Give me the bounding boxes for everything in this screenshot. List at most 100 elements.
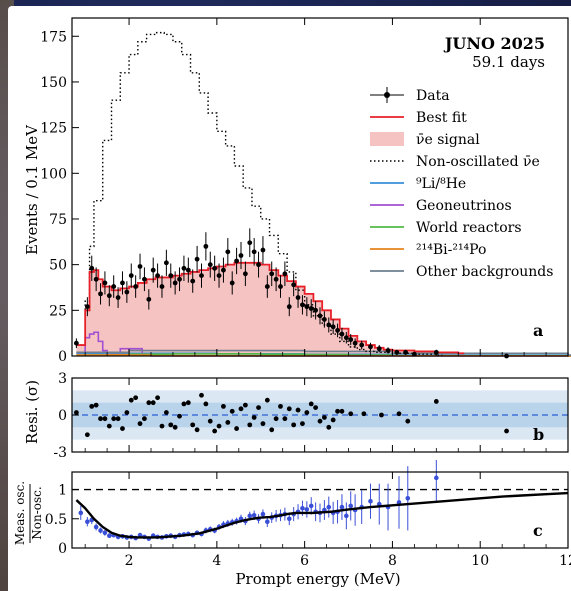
data-point <box>286 304 292 310</box>
panel-a-ytick-label: 175 <box>40 29 67 45</box>
panel-c-ytick-label: 0.5 <box>45 512 67 528</box>
legend: Data Best fit ν̄e signal Non-oscillated ν̄e… <box>370 87 553 280</box>
residual-point <box>89 403 95 409</box>
ratio-point <box>304 507 310 512</box>
data-point <box>317 313 323 319</box>
residual-point <box>98 416 103 422</box>
ratio-point <box>308 503 314 509</box>
y-axis-label-c-numerator: Meas. osc. <box>13 481 27 545</box>
data-point <box>181 265 187 271</box>
data-point <box>115 295 121 300</box>
data-point <box>225 249 231 255</box>
residual-point <box>229 408 235 414</box>
data-point <box>124 289 130 295</box>
ratio-point <box>344 513 349 519</box>
best-fit-line <box>76 261 465 355</box>
experiment-title: JUNO 2025 <box>443 34 545 53</box>
residual-point <box>260 421 266 427</box>
data-point <box>155 273 160 279</box>
data-point <box>313 307 319 313</box>
data-point <box>207 262 213 268</box>
residual-point <box>304 410 310 415</box>
residual-point <box>163 410 169 415</box>
data-point <box>394 349 400 355</box>
data-point <box>89 265 95 271</box>
residual-point <box>137 421 143 427</box>
residual-point <box>379 412 384 418</box>
x-axis-label: Prompt energy (MeV) <box>235 570 400 588</box>
data-point <box>120 280 125 286</box>
data-point <box>278 284 283 289</box>
data-point <box>212 265 218 271</box>
residual-point <box>194 427 200 433</box>
residual-point <box>128 397 134 403</box>
ratio-point <box>260 511 266 517</box>
legend-li_he-label: ⁹Li/⁸He <box>416 176 466 192</box>
residual-point <box>339 408 345 414</box>
residual-point <box>326 424 332 430</box>
data-point <box>146 296 152 302</box>
panel-label-c: c <box>533 521 543 540</box>
residual-point <box>234 426 240 431</box>
panel-b-ytick-label: 3 <box>58 371 67 387</box>
residual-point <box>221 403 226 409</box>
residual-point <box>124 410 130 415</box>
ratio-point <box>434 475 439 481</box>
data-point <box>185 267 191 273</box>
panel-a-ytick-label: 100 <box>40 166 67 182</box>
data-point <box>282 271 288 277</box>
residual-point <box>405 418 411 424</box>
residual-point <box>142 416 147 422</box>
panel-a-ytick-label: 150 <box>40 75 67 91</box>
data-point <box>199 273 204 279</box>
panel-c-xtick-label: 4 <box>212 553 221 569</box>
residual-point <box>93 402 99 408</box>
y-axis-label-c-denominator: Non-osc. <box>30 486 44 539</box>
panel-a-frame <box>71 17 569 357</box>
data-point <box>403 349 408 355</box>
data-point <box>137 264 143 269</box>
residual-point <box>203 401 209 407</box>
residual-point <box>225 420 231 425</box>
residual-point <box>133 395 139 401</box>
residual-point <box>146 400 152 406</box>
data-point <box>216 273 222 279</box>
panel-label-a: a <box>533 321 543 340</box>
legend-signal-swatch <box>370 132 404 146</box>
ratio-point <box>85 519 90 524</box>
residual-point <box>269 427 275 433</box>
data-point <box>190 278 196 284</box>
residual-point <box>177 413 182 419</box>
residual-point <box>242 402 248 408</box>
legend-data-label: Data <box>416 88 450 104</box>
data-point <box>343 335 349 341</box>
residual-point <box>238 406 244 412</box>
data-point <box>168 273 174 279</box>
data-point <box>256 262 261 268</box>
residual-point <box>159 423 165 429</box>
residual-point <box>207 418 213 424</box>
panel-c-ytick-label: 0 <box>58 541 67 557</box>
residual-point <box>361 411 367 417</box>
residual-point <box>321 415 327 420</box>
data-point <box>98 291 103 297</box>
panel-a-main-spectrum: 0 25 50 75 100 125 150 175 <box>40 17 571 365</box>
residual-point <box>295 407 301 413</box>
residual-point <box>111 416 117 422</box>
data-point <box>163 260 169 266</box>
data-point <box>335 328 340 333</box>
residual-point <box>84 432 90 438</box>
panel-label-b: b <box>533 425 544 444</box>
data-point <box>242 271 248 277</box>
residual-point <box>73 410 79 415</box>
legend-other-label: Other backgrounds <box>416 264 553 280</box>
panel-c-xtick-label: 8 <box>388 553 397 569</box>
residual-point <box>102 416 108 422</box>
data-point <box>203 243 209 249</box>
legend-data-swatch <box>384 92 390 98</box>
ratio-point <box>265 519 270 524</box>
panel-c-xtick-label: 10 <box>471 553 489 569</box>
legend-best_fit-label: Best fit <box>416 110 467 126</box>
exposure-label: 59.1 days <box>472 53 545 71</box>
residual-point <box>155 395 160 401</box>
